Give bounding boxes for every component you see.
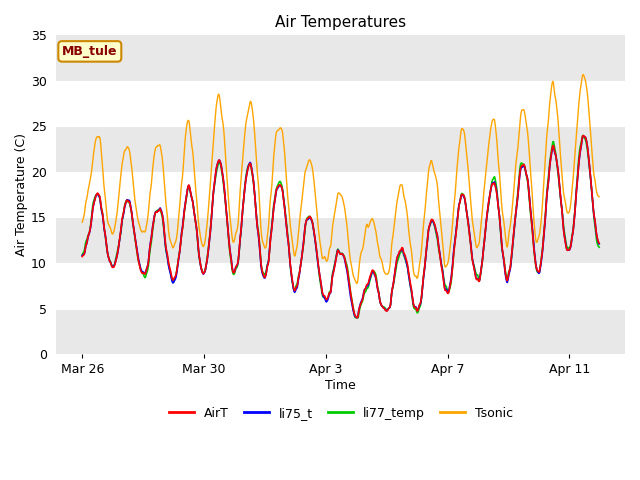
Legend: AirT, li75_t, li77_temp, Tsonic: AirT, li75_t, li77_temp, Tsonic (164, 402, 518, 425)
Bar (56, 36, 625, 81)
Title: Air Temperatures: Air Temperatures (275, 15, 406, 30)
Bar (56, 126, 625, 172)
Bar (56, 217, 625, 263)
X-axis label: Time: Time (325, 379, 356, 392)
Y-axis label: Air Temperature (C): Air Temperature (C) (15, 133, 28, 256)
Text: MB_tule: MB_tule (62, 45, 118, 58)
Bar (56, 309, 625, 354)
